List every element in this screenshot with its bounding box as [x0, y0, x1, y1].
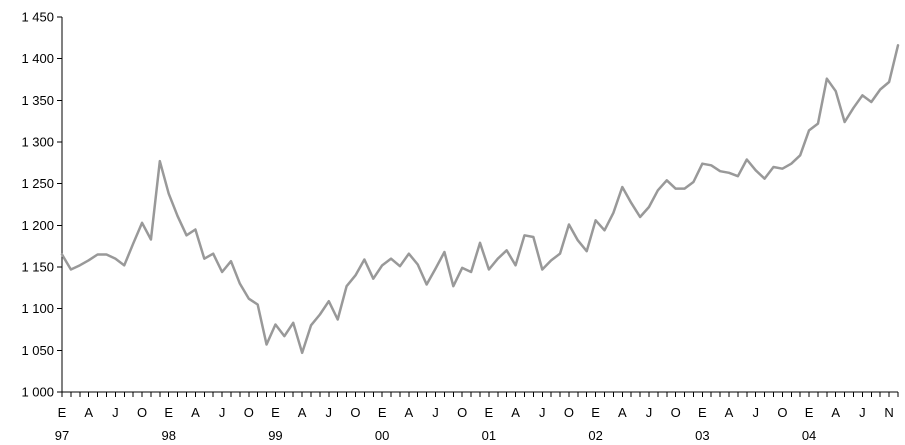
- x-month-label: A: [405, 405, 414, 420]
- x-month-label: J: [326, 405, 333, 420]
- y-tick-label: 1 050: [21, 343, 54, 358]
- x-month-label: J: [859, 405, 866, 420]
- y-axis: 1 000 1 050 1 100 1 150 1 200 1 250 1 300 1 350…: [21, 10, 63, 400]
- x-year-label: 00: [375, 428, 389, 443]
- x-month-label: O: [244, 405, 254, 420]
- x-axis: E A J O E A J O E A J O E A J O E A J O E A J O E A J O E A J N 97 98 99 00…: [55, 391, 899, 443]
- x-year-label: 03: [695, 428, 709, 443]
- x-month-label: O: [671, 405, 681, 420]
- x-month-label: J: [539, 405, 546, 420]
- x-month-label: A: [511, 405, 520, 420]
- y-tick-label: 1 150: [21, 260, 54, 275]
- y-tick-label: 1 100: [21, 301, 54, 316]
- x-month-label: E: [805, 405, 814, 420]
- series-group: [60, 44, 900, 355]
- x-month-label: J: [646, 405, 653, 420]
- x-year-label: 99: [268, 428, 282, 443]
- y-tick-label: 1 350: [21, 93, 54, 108]
- x-month-label: E: [591, 405, 600, 420]
- x-month-label: J: [219, 405, 226, 420]
- x-month-label: O: [350, 405, 360, 420]
- y-tick-label: 1 200: [21, 218, 54, 233]
- x-month-label: J: [112, 405, 119, 420]
- x-year-label: 01: [482, 428, 496, 443]
- y-tick-label: 1 250: [21, 176, 54, 191]
- x-month-label: A: [84, 405, 93, 420]
- x-month-label: E: [271, 405, 280, 420]
- x-year-label: 97: [55, 428, 69, 443]
- x-month-label: A: [298, 405, 307, 420]
- series-line: [60, 44, 900, 355]
- y-tick-label: 1 300: [21, 135, 54, 150]
- y-tick-label: 1 450: [21, 10, 54, 25]
- x-month-label: J: [432, 405, 439, 420]
- x-month-label: A: [831, 405, 840, 420]
- x-month-label: O: [457, 405, 467, 420]
- x-month-label: E: [378, 405, 387, 420]
- x-month-label: A: [618, 405, 627, 420]
- x-month-label: O: [777, 405, 787, 420]
- x-year-label: 98: [161, 428, 175, 443]
- x-month-label: E: [698, 405, 707, 420]
- x-year-label: 02: [588, 428, 602, 443]
- x-month-label: J: [752, 405, 759, 420]
- y-tick-label: 1 000: [21, 385, 54, 400]
- x-month-label: N: [884, 405, 893, 420]
- x-month-label: O: [564, 405, 574, 420]
- x-month-label: A: [191, 405, 200, 420]
- x-month-label: E: [58, 405, 67, 420]
- x-year-label: 04: [802, 428, 816, 443]
- x-month-label: O: [137, 405, 147, 420]
- x-month-label: E: [485, 405, 494, 420]
- x-month-label: A: [725, 405, 734, 420]
- x-month-label: E: [164, 405, 173, 420]
- y-tick-label: 1 400: [21, 51, 54, 66]
